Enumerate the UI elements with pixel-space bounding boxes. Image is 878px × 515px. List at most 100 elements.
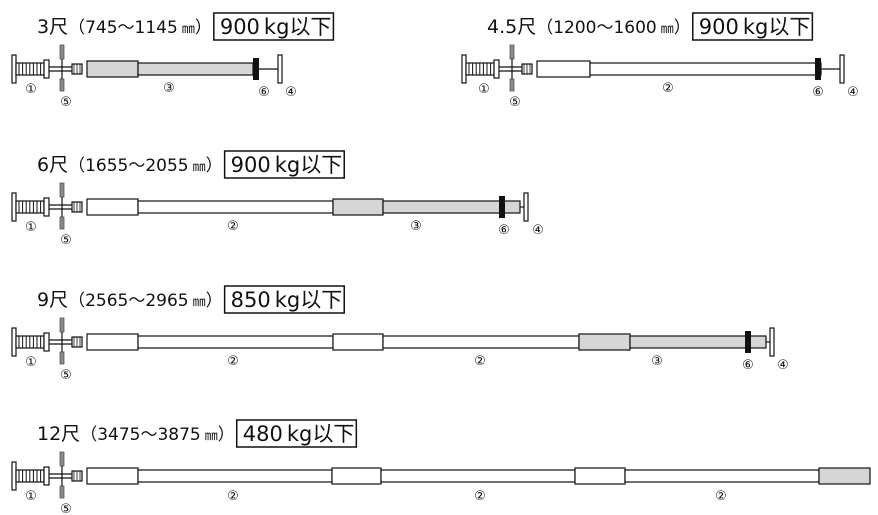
wing-bolt-icon: [59, 44, 65, 92]
pipe-row-4: 9尺（2565～2965 ㎜） 850 kg以下 ② ② ③ ① ⑤ ⑥ ④: [11, 285, 789, 383]
wing-bolt-icon: [59, 451, 65, 499]
pipe-segment: [86, 467, 139, 485]
size-label: 3尺: [37, 16, 68, 38]
end-cap-plate-icon: [766, 327, 775, 357]
load-value: 900: [699, 15, 739, 39]
cap-label: ④: [532, 223, 544, 238]
load-capacity-badge: 900 kg以下: [213, 12, 335, 41]
range-close: ）: [206, 291, 223, 311]
lock-band: [815, 58, 821, 80]
load-unit: kg以下: [287, 422, 355, 446]
wing-bolt-icon: [59, 317, 65, 365]
load-box: [223, 285, 345, 314]
row-title: 6尺（1655～2055 ㎜）: [37, 154, 223, 176]
screw-handle-icon: [15, 466, 50, 486]
load-box: [223, 150, 345, 179]
pipe-part-label: ③: [410, 219, 422, 234]
pipe-part-label: ②: [474, 354, 486, 369]
load-unit: kg以下: [264, 15, 332, 39]
band-label: ⑥: [742, 358, 754, 373]
pipe-row-3: 6尺（1655～2055 ㎜） 900 kg以下 ② ③ ① ⑤ ⑥ ④: [11, 150, 544, 248]
bolt-label: ⑤: [60, 95, 72, 110]
range-value: 1200～1600: [553, 18, 657, 38]
lock-band: [745, 331, 751, 353]
load-unit: kg以下: [743, 15, 811, 39]
range-close: ）: [195, 18, 212, 38]
load-value: 900: [220, 15, 260, 39]
handle-label: ①: [25, 220, 37, 235]
pipe-segment: [86, 60, 139, 78]
pipe-segment: [332, 333, 384, 351]
pipe-segment: [332, 198, 384, 216]
row-title: 4.5尺（1200～1600 ㎜）: [487, 16, 691, 38]
screw-handle-icon: [15, 59, 50, 79]
cap-label: ④: [777, 358, 789, 373]
base-plate: [461, 54, 467, 84]
range-value: 745～1145: [85, 18, 178, 38]
range-close: ）: [674, 18, 691, 38]
range-unit: ㎜: [661, 22, 674, 37]
pipe-part-label: ②: [474, 489, 486, 504]
load-value: 900: [231, 153, 271, 177]
pipe-row-1: 3尺（745～1145 ㎜） 900 kg以下 ③ ① ⑤ ⑥ ④: [11, 12, 335, 110]
pipe-part-label: ②: [227, 489, 239, 504]
load-capacity-badge: 850 kg以下: [223, 285, 345, 314]
band-label: ⑥: [258, 85, 270, 100]
pipe-segment: [137, 62, 254, 76]
handle-label: ①: [25, 82, 37, 97]
range-unit: ㎜: [205, 429, 218, 444]
cap-label: ④: [847, 85, 859, 100]
size-label: 12尺: [37, 423, 80, 445]
screw-handle-icon: [15, 332, 50, 352]
range-open: （: [80, 425, 97, 445]
load-value: 850: [231, 288, 271, 312]
pipe-segment: [137, 200, 334, 214]
load-capacity: 900 kg以下: [220, 15, 332, 39]
screw-handle-icon: [465, 59, 500, 79]
load-capacity: 900 kg以下: [231, 153, 343, 177]
row-title: 12尺（3475～3875 ㎜）: [37, 423, 235, 445]
pipe-part-label: ②: [227, 354, 239, 369]
size-label: 4.5尺: [487, 16, 536, 38]
pipe-part-label: ②: [227, 219, 239, 234]
pipe-segment: [137, 469, 333, 483]
size-label: 6尺: [37, 154, 68, 176]
bolt-label: ⑤: [60, 368, 72, 383]
row-title: 9尺（2565～2965 ㎜）: [37, 289, 223, 311]
bolt-label: ⑤: [509, 95, 521, 110]
handle-label: ①: [25, 355, 37, 370]
pipe-segment: [382, 335, 580, 349]
pipe-segment: [86, 198, 139, 216]
range-open: （: [68, 156, 85, 176]
pipe-segment: [536, 60, 591, 78]
pipe-segment: [589, 62, 822, 76]
range-open: （: [68, 291, 85, 311]
range-open: （: [536, 18, 553, 38]
end-cap-plate-icon: [520, 192, 529, 222]
load-unit: kg以下: [275, 153, 343, 177]
pipe-part-label: ②: [715, 489, 727, 504]
end-cap-plate-icon: [821, 54, 845, 84]
range-open: （: [68, 18, 85, 38]
screw-handle-icon: [15, 197, 50, 217]
pipe-segment: [624, 469, 820, 483]
pipe-part-label: ③: [651, 354, 663, 369]
row-title: 3尺（745～1145 ㎜）: [37, 16, 212, 38]
load-capacity: 850 kg以下: [231, 288, 343, 312]
range-unit: ㎜: [193, 160, 206, 175]
load-unit: kg以下: [275, 288, 343, 312]
load-capacity-badge: 900 kg以下: [223, 150, 345, 179]
pipe-row-5: 12尺（3475～3875 ㎜） 480 kg以下 ② ② ② ① ⑤: [11, 419, 871, 515]
pipe-segment: [331, 467, 382, 485]
load-value: 480: [243, 422, 283, 446]
band-label: ⑥: [498, 223, 510, 238]
pipe-part-label: ③: [163, 81, 175, 96]
handle-label: ①: [478, 82, 490, 97]
bolt-label: ⑤: [60, 502, 72, 515]
handle-label: ①: [25, 489, 37, 504]
range-value: 3475～3875: [97, 425, 201, 445]
pipe-segment: [380, 469, 576, 483]
cap-label: ④: [285, 85, 297, 100]
pipe-segment: [578, 333, 631, 351]
wing-bolt-icon: [59, 182, 65, 230]
